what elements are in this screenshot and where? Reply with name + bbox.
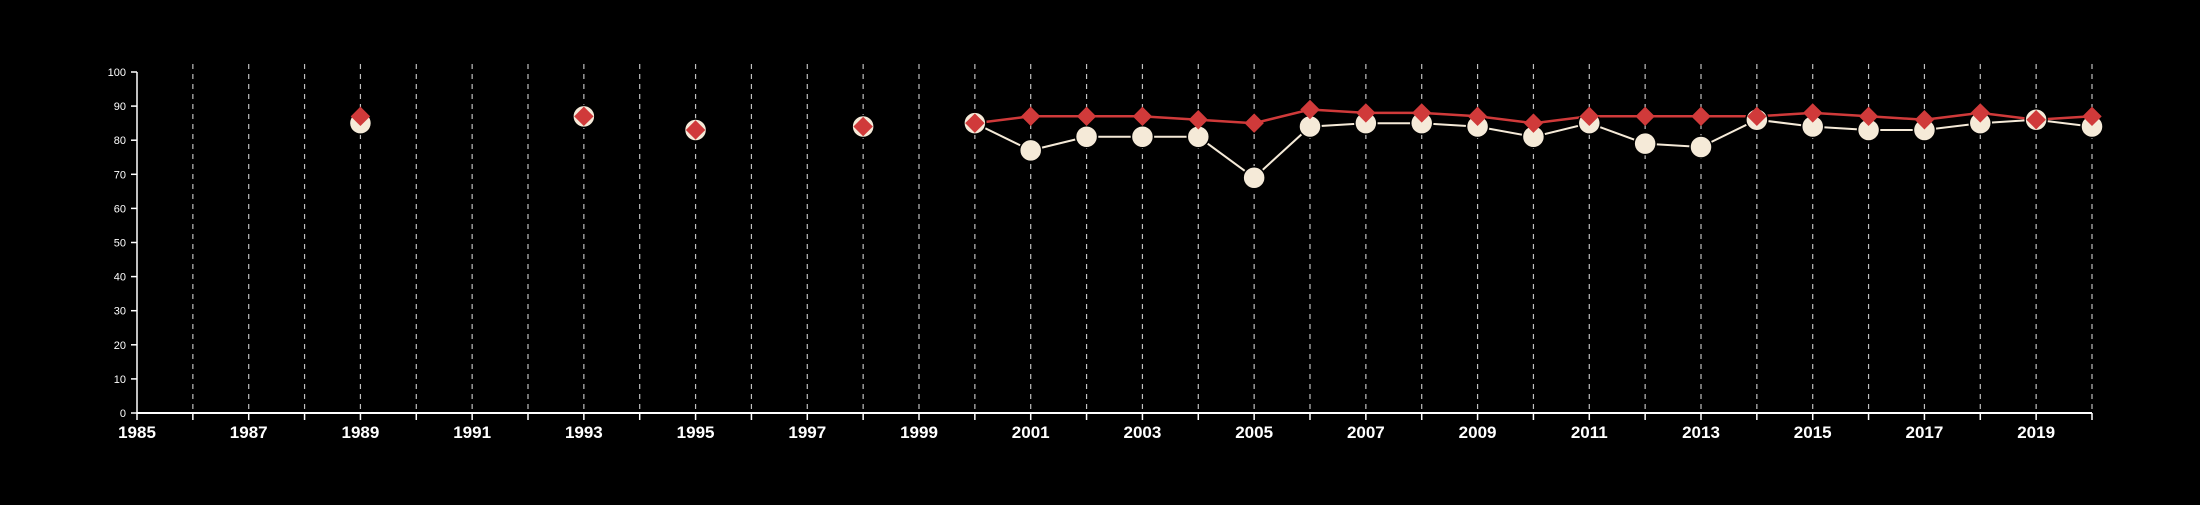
diamond-marker-1998 (853, 116, 873, 137)
x-tick-label: 2015 (1794, 423, 1832, 442)
y-tick-label: 90 (114, 101, 126, 113)
diamond-marker-2000 (965, 113, 985, 133)
diamond-marker-2007 (1356, 103, 1376, 123)
diamond-marker-2020 (2082, 106, 2102, 127)
x-tick-label: 1999 (900, 423, 938, 442)
circle-marker-2003 (1130, 125, 1155, 149)
x-tick-label: 2017 (1906, 423, 1944, 442)
circle-marker-2005 (1242, 165, 1266, 190)
x-tick-label: 1993 (565, 423, 603, 442)
y-tick-label: 40 (114, 272, 126, 284)
y-tick-label: 10 (114, 374, 126, 386)
x-tick-label: 1995 (677, 423, 715, 442)
diamond-marker-2003 (1132, 106, 1153, 127)
diamond-marker-2012 (1635, 106, 1655, 127)
diamond-marker-2010 (1523, 113, 1544, 133)
y-tick-label: 100 (108, 67, 126, 79)
circle-marker-2012 (1633, 131, 1657, 156)
y-tick-label: 20 (114, 340, 126, 352)
diamond-marker-2016 (1858, 106, 1879, 127)
x-tick-label: 2019 (2017, 423, 2055, 442)
x-tick-label: 1991 (453, 423, 491, 442)
diamond-marker-1995 (685, 120, 706, 140)
diamond-marker-2013 (1691, 106, 1711, 127)
diamond-marker-2011 (1579, 106, 1599, 127)
diamond-marker-2019 (2026, 110, 2046, 130)
series-markers (348, 99, 2104, 190)
gridlines (192, 64, 2093, 413)
diamond-marker-1993 (574, 106, 594, 127)
y-tick-label: 30 (114, 306, 126, 318)
y-tick-label: 50 (114, 238, 126, 250)
diamond-marker-2006 (1300, 99, 1320, 120)
y-tick-label: 0 (120, 408, 126, 420)
diamond-marker-2014 (1747, 106, 1767, 127)
x-tick-label: 1987 (230, 423, 268, 442)
diamond-marker-2017 (1914, 110, 1935, 130)
diamond-marker-2002 (1076, 106, 1097, 127)
x-tick-label: 2013 (1682, 423, 1720, 442)
x-tick-label: 1989 (342, 423, 380, 442)
diamond-marker-2009 (1467, 106, 1488, 127)
x-tick-label: 2007 (1347, 423, 1385, 442)
y-tick-label: 70 (114, 169, 126, 181)
diamond-marker-2004 (1188, 110, 1208, 130)
y-tick-label: 60 (114, 203, 126, 215)
diamond-marker-2005 (1244, 113, 1264, 133)
x-tick-label: 1997 (788, 423, 826, 442)
x-tick-label: 2009 (1459, 423, 1497, 442)
x-tick-label: 2003 (1124, 423, 1162, 442)
x-tick-label: 2011 (1571, 423, 1608, 442)
diamond-marker-2015 (1803, 103, 1823, 123)
diamond-marker-2008 (1412, 103, 1432, 123)
circle-marker-2013 (1689, 135, 1713, 159)
diamond-marker-2001 (1021, 106, 1041, 127)
diamond-marker-2018 (1970, 103, 1990, 123)
y-tick-label: 80 (114, 135, 126, 147)
circle-marker-2001 (1018, 138, 1043, 163)
x-tick-label: 1985 (118, 423, 156, 442)
x-tick-label: 2005 (1235, 423, 1273, 442)
circle-marker-2002 (1074, 125, 1099, 149)
diamond-marker-1989 (350, 106, 371, 127)
axes: 0 10 20 30 40 50 60 70 80 90 100 1985 1987 1989 1991 19… (108, 67, 2093, 442)
x-tick-label: 2001 (1012, 423, 1050, 442)
